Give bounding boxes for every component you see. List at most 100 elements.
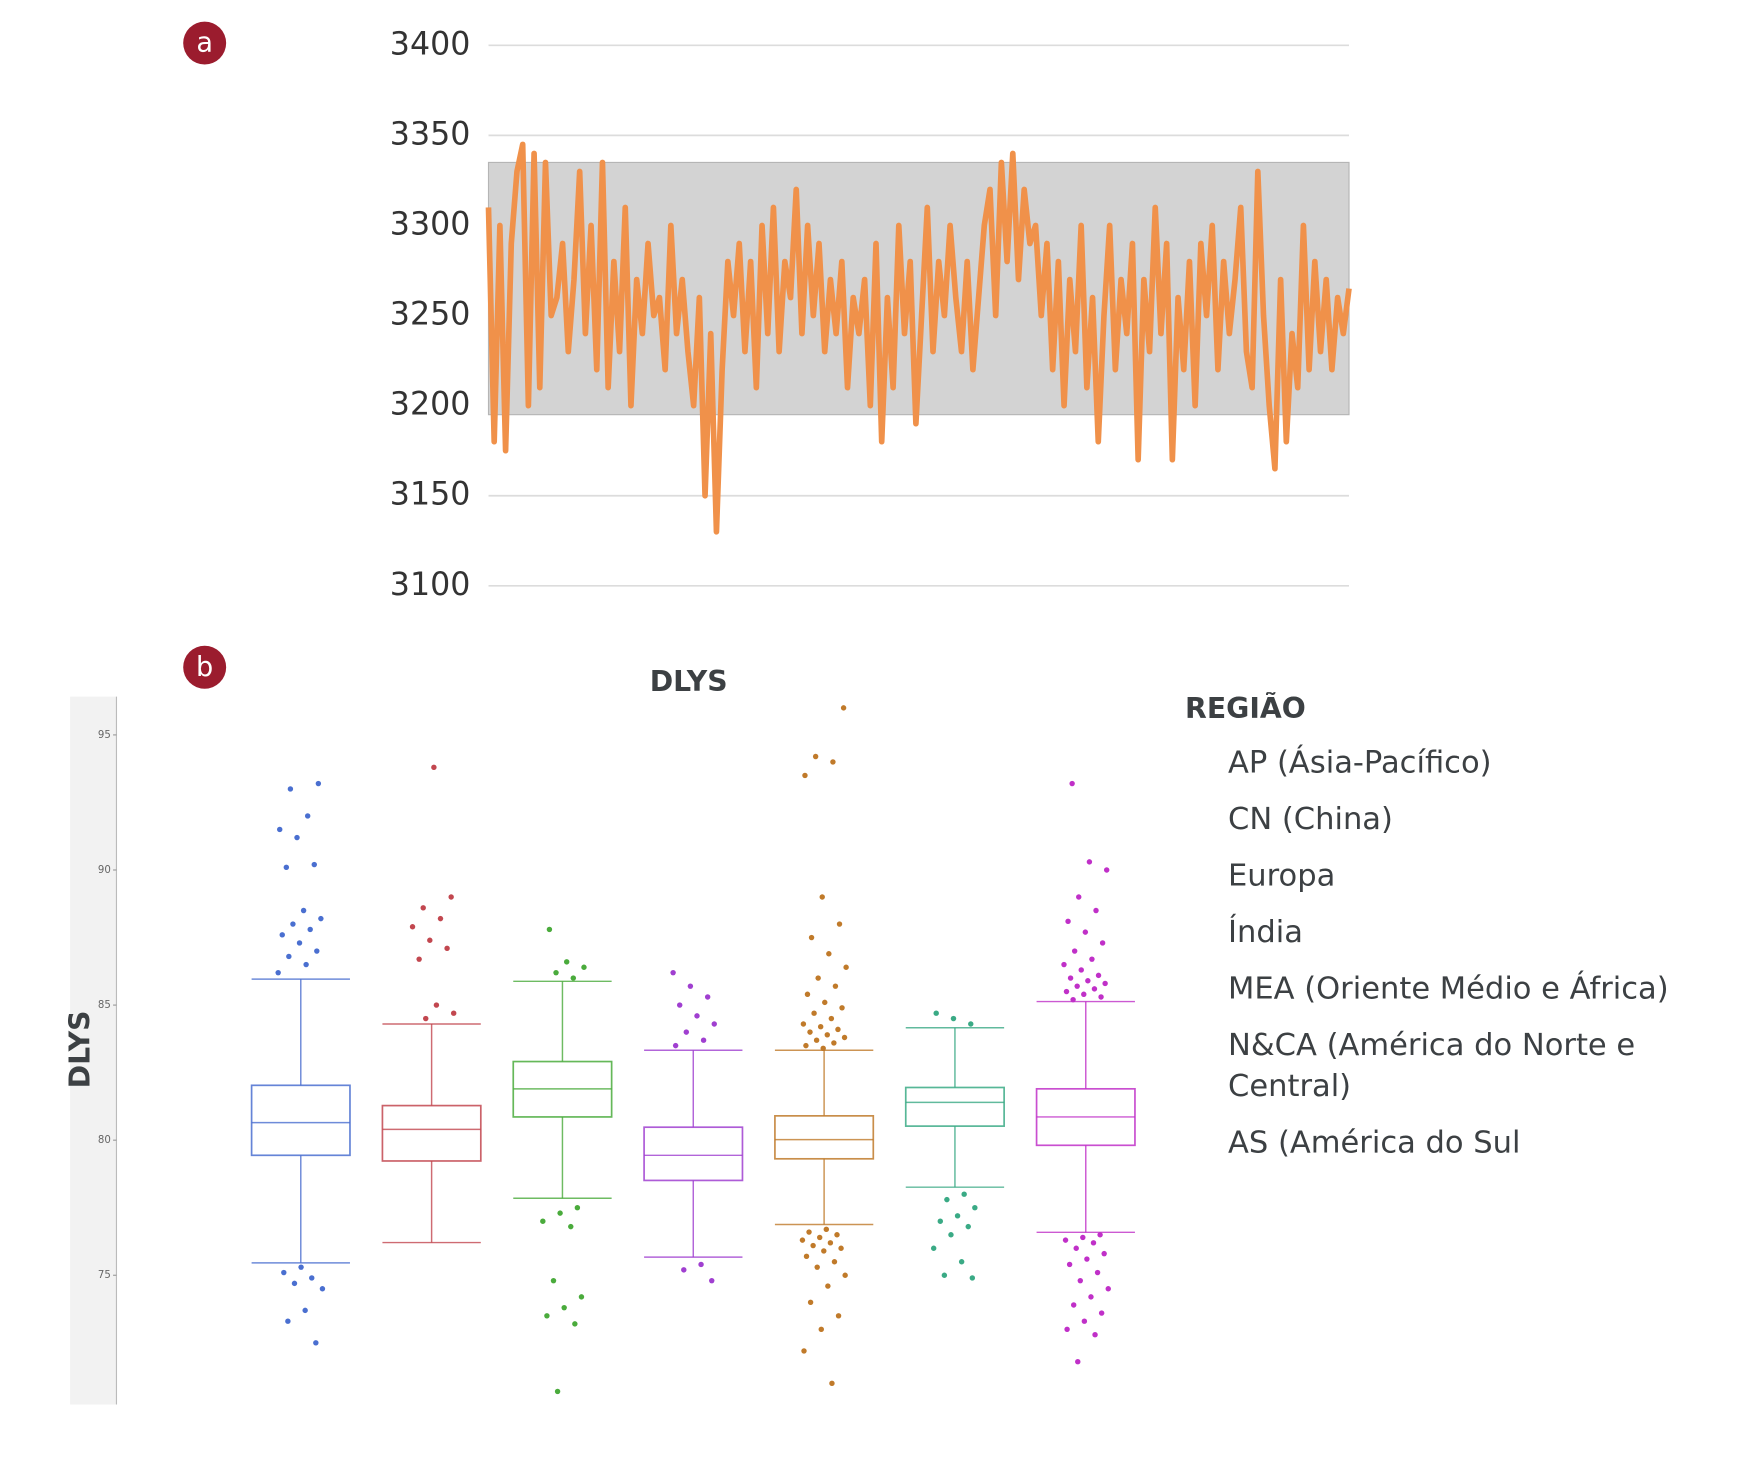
outlier (1089, 956, 1095, 962)
outlier (937, 1218, 944, 1224)
legend-entry: Índia (1228, 914, 1303, 950)
box (381, 1104, 482, 1162)
outlier (557, 1210, 563, 1216)
outlier (838, 1245, 844, 1251)
y-tick-label: 3350 (390, 116, 471, 152)
legend-box: REGIÃO AP (Ásia-Pacífico) CN (China) Europ… (1185, 692, 1750, 1164)
legend-entry: MEA (Oriente Médio e África) (1228, 971, 1669, 1007)
outlier (409, 924, 416, 930)
outlier (313, 1340, 319, 1346)
outlier (1091, 986, 1098, 992)
outlier (831, 1259, 838, 1265)
outlier (799, 1237, 806, 1243)
outlier (1081, 1318, 1088, 1324)
outlier (423, 1015, 429, 1022)
outlier (840, 705, 847, 711)
outlier (819, 894, 825, 900)
outlier (806, 1229, 812, 1235)
outlier (309, 1275, 315, 1281)
outlier (683, 1029, 690, 1035)
outlier (826, 951, 832, 957)
outlier (670, 969, 676, 976)
outlier (814, 1264, 820, 1270)
outlier (296, 940, 303, 946)
outlier (290, 921, 296, 927)
outlier (302, 1307, 308, 1314)
outlier (1103, 867, 1110, 873)
outlier (672, 1042, 679, 1049)
outlier (801, 1348, 807, 1354)
outlier (307, 926, 313, 933)
outlier (948, 1232, 954, 1238)
outlier (1076, 894, 1082, 900)
panel-label: a (196, 28, 213, 59)
y-axis-label: DLYS (63, 1011, 96, 1089)
outlier (823, 1226, 830, 1233)
chart-title: DLYS (650, 665, 728, 698)
outlier (318, 915, 324, 922)
outlier (824, 1032, 830, 1038)
outlier (834, 1232, 840, 1238)
outlier (825, 1283, 831, 1289)
outlier (563, 959, 570, 965)
outlier (1099, 940, 1106, 946)
outlier (1064, 1326, 1070, 1333)
outlier (828, 1015, 835, 1022)
legend-entry: AP (Ásia-Pacífico) (1228, 745, 1492, 781)
outlier (933, 1010, 939, 1016)
y-tick-label: 85 (98, 1000, 111, 1011)
outlier (1085, 978, 1091, 984)
outlier (1071, 948, 1078, 954)
outlier (817, 1234, 823, 1241)
outlier (842, 1272, 848, 1278)
outlier (1073, 1245, 1079, 1251)
outlier (1092, 1331, 1098, 1338)
outlier (968, 1021, 974, 1027)
legend: REGIÃO AP (Ásia-Pacífico) CN (China) Europ… (1185, 692, 1750, 1164)
y-tick-label: 3400 (390, 26, 471, 62)
outlier (972, 1205, 978, 1211)
outlier (1062, 1237, 1069, 1243)
outlier (574, 1205, 581, 1211)
y-tick-label: 95 (98, 730, 111, 741)
outlier (1082, 929, 1089, 935)
y-tick-label: 3150 (390, 477, 471, 513)
outlier (1097, 1232, 1103, 1238)
outlier (1095, 972, 1102, 979)
outlier (314, 948, 320, 954)
axis-strip (70, 696, 117, 1405)
outlier (807, 1299, 814, 1305)
outlier (281, 1269, 287, 1276)
outlier (687, 983, 694, 989)
legend-entry: N&CA (América do Norte e Central) (1228, 1027, 1636, 1104)
outlier (1084, 1256, 1090, 1262)
box (250, 1084, 351, 1157)
outlier (827, 1240, 834, 1246)
outlier (832, 983, 839, 989)
outlier (1093, 907, 1099, 914)
outlier (1078, 967, 1084, 973)
outlier (311, 861, 317, 868)
outlier (817, 1023, 824, 1030)
outlier (804, 991, 811, 997)
outlier (1070, 1302, 1077, 1308)
outlier (1065, 918, 1071, 925)
outlier (835, 1313, 842, 1319)
outlier (298, 1264, 304, 1270)
y-tick-label: 75 (98, 1270, 111, 1281)
outlier (450, 1010, 457, 1016)
legend-entry: Europa (1228, 858, 1336, 894)
outlier (700, 1037, 707, 1043)
outlier (1098, 1310, 1105, 1316)
outlier (800, 1021, 807, 1027)
panel-badge (183, 645, 227, 689)
outlier (1088, 1294, 1094, 1300)
outlier (287, 786, 294, 792)
y-tick-label: 3250 (390, 297, 471, 333)
outlier (802, 772, 808, 779)
outlier (420, 905, 426, 911)
outlier (1086, 859, 1093, 865)
outlier (544, 1313, 550, 1319)
outlier (433, 1002, 440, 1008)
box (774, 1115, 875, 1160)
